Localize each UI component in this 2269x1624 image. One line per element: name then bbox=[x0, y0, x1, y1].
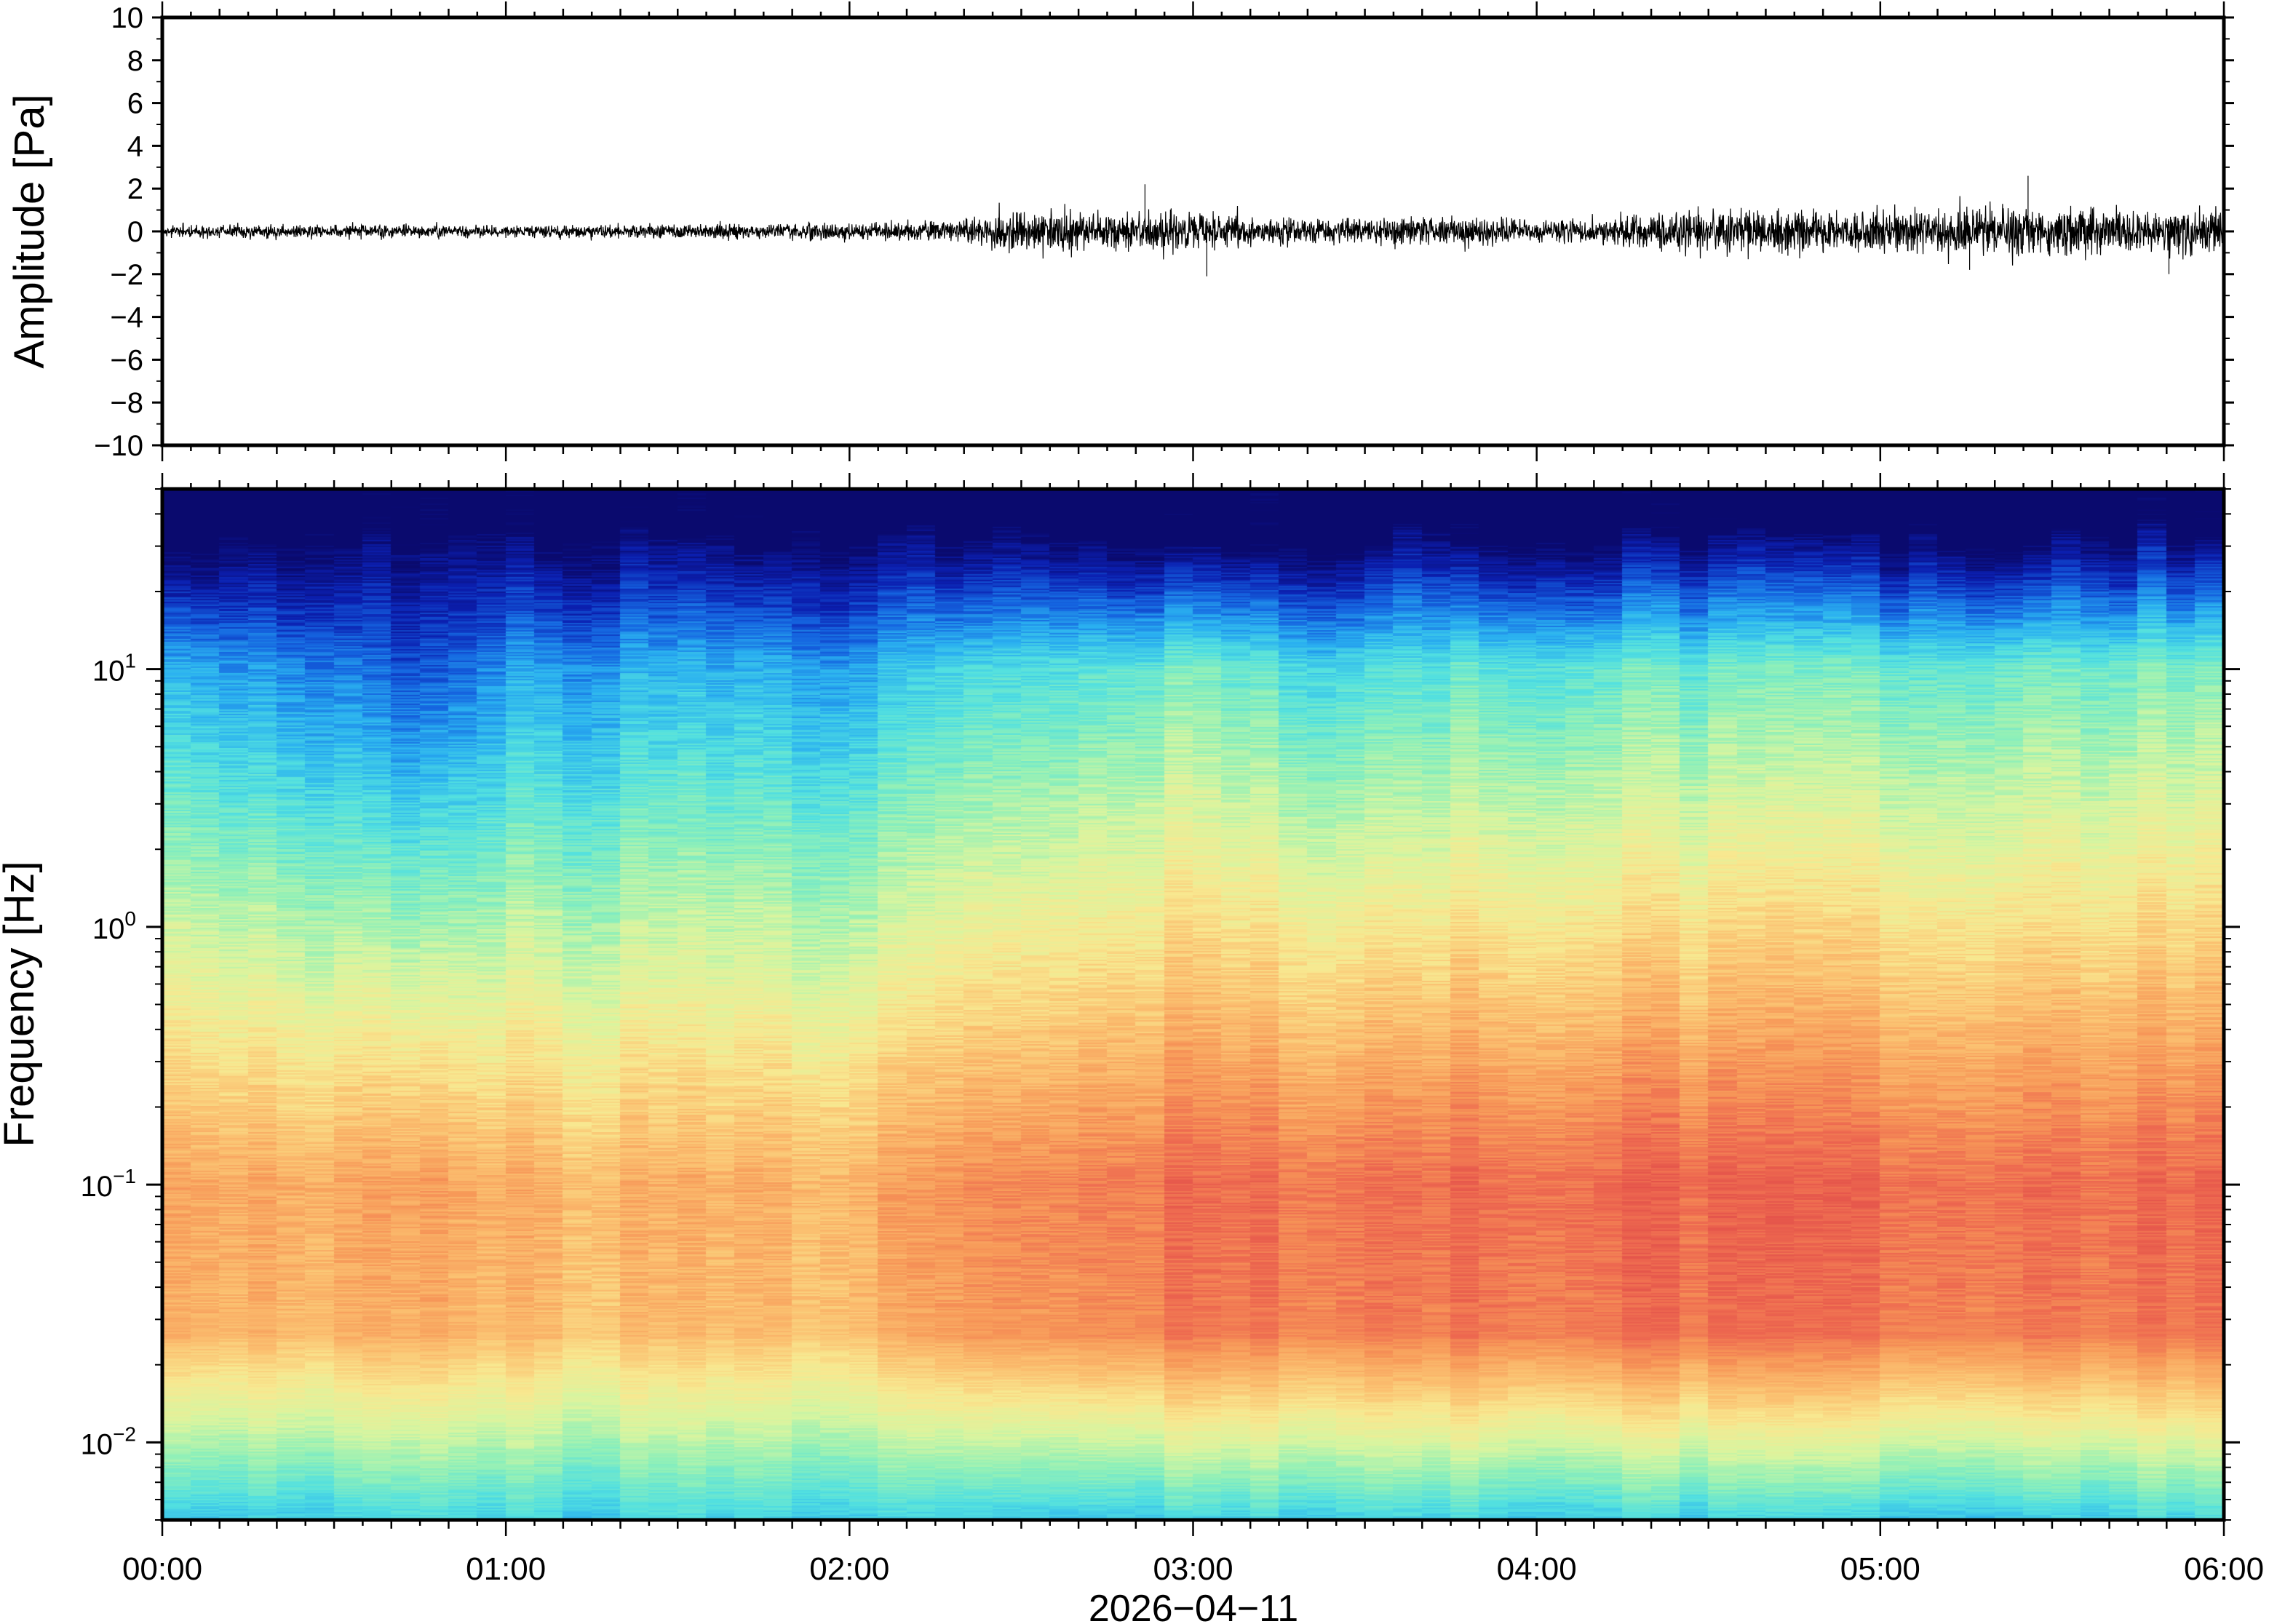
spectrogram-heatmap bbox=[162, 489, 2224, 1520]
time-tick-label: 03:00 bbox=[1153, 1551, 1233, 1587]
time-tick-label: 06:00 bbox=[2184, 1551, 2264, 1587]
frequency-tick-label: 101 bbox=[92, 650, 136, 688]
amplitude-axis-title: Amplitude [Pa] bbox=[6, 94, 53, 368]
amplitude-tick-label: −8 bbox=[110, 387, 143, 419]
amplitude-tick-label: 8 bbox=[127, 45, 143, 77]
time-tick-label: 02:00 bbox=[809, 1551, 889, 1587]
time-tick-label: 00:00 bbox=[122, 1551, 202, 1587]
amplitude-tick-label: −4 bbox=[110, 302, 143, 334]
amplitude-tick-label: −10 bbox=[94, 430, 143, 462]
frequency-tick-base: 10 bbox=[81, 1428, 114, 1460]
amplitude-tick-label: 2 bbox=[127, 173, 143, 205]
amplitude-tick-label: 6 bbox=[127, 88, 143, 120]
time-tick-label: 05:00 bbox=[1840, 1551, 1920, 1587]
frequency-tick-exponent: 0 bbox=[124, 907, 136, 930]
frequency-tick-label: 100 bbox=[92, 907, 136, 945]
frequency-tick-base: 10 bbox=[92, 913, 125, 945]
amplitude-tick-label: 0 bbox=[127, 216, 143, 248]
waveform-trace bbox=[162, 175, 2224, 276]
date-axis-title: 2026−04−11 bbox=[1089, 1588, 1298, 1624]
amplitude-tick-label: 10 bbox=[111, 2, 144, 34]
frequency-tick-exponent: −1 bbox=[113, 1165, 136, 1187]
frequency-tick-exponent: 1 bbox=[124, 650, 136, 672]
frequency-axis-title: Frequency [Hz] bbox=[0, 861, 43, 1147]
waveform-frame bbox=[160, 15, 2226, 447]
waveform-panel: 10 8 6 4 2 0 −2 −4 −6 −8 −10 Amplitude [Pa] bbox=[6, 1, 2234, 462]
frequency-tick-base: 10 bbox=[81, 1171, 114, 1203]
amplitude-tick-label: 4 bbox=[127, 130, 143, 162]
amplitude-tick-label: −6 bbox=[110, 344, 143, 376]
time-tick-label: 01:00 bbox=[466, 1551, 546, 1587]
frequency-tick-label: 10−2 bbox=[81, 1422, 136, 1460]
waveform-ticks: 10 8 6 4 2 0 −2 −4 −6 −8 −10 bbox=[94, 1, 2234, 462]
frequency-tick-label: 10−1 bbox=[81, 1165, 136, 1203]
frequency-tick-base: 10 bbox=[92, 656, 125, 688]
frequency-tick-exponent: −2 bbox=[113, 1422, 136, 1445]
spectrogram-image-holder bbox=[162, 489, 2224, 1520]
amplitude-tick-label: −2 bbox=[110, 259, 143, 291]
time-tick-label: 04:00 bbox=[1497, 1551, 1577, 1587]
spectrogram-frame bbox=[160, 487, 2226, 1522]
